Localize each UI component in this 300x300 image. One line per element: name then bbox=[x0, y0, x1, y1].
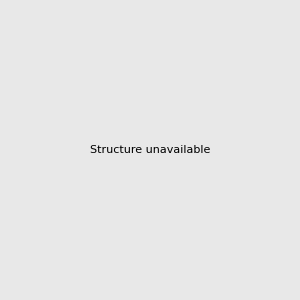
Text: Structure unavailable: Structure unavailable bbox=[90, 145, 210, 155]
